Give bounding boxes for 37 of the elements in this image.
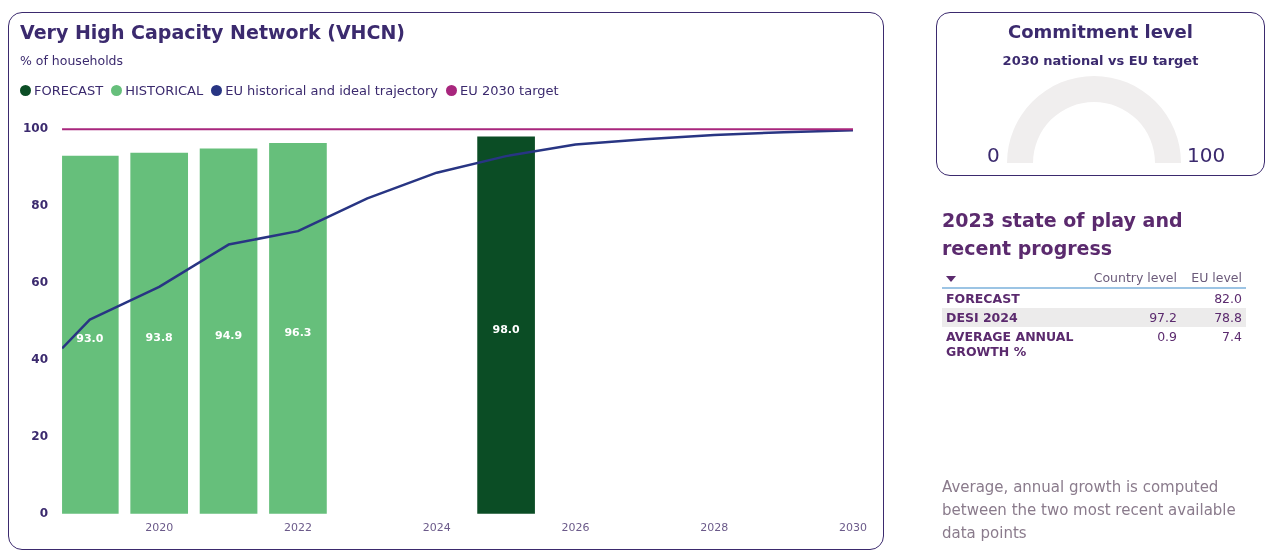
x-tick-label: EU level bbox=[1190, 269, 1243, 287]
y-tick-label: 0 bbox=[39, 505, 49, 520]
text: 100 bbox=[1187, 143, 1226, 167]
x-tick-label: 2020 bbox=[145, 521, 174, 535]
y-tick-label: AVERAGE ANNUAL GROWTH % bbox=[945, 328, 1075, 361]
data-label: 98.0 bbox=[492, 322, 521, 336]
x-tick-label: 2028 bbox=[700, 521, 729, 535]
data-label: 93.0 bbox=[76, 332, 104, 346]
data-label: 0.9 bbox=[1156, 328, 1178, 346]
text: Commitment level bbox=[1007, 21, 1194, 42]
y-tick-label: 60 bbox=[31, 275, 49, 290]
data-label: 94.9 bbox=[215, 328, 243, 342]
text: Average, annual growth is computed between the two most recent available data points bbox=[942, 477, 1237, 544]
x-tick-label: 2030 bbox=[839, 521, 867, 535]
data-label: 7.4 bbox=[1221, 328, 1243, 346]
data-label: 78.8 bbox=[1213, 309, 1243, 327]
data-label: 97.2 bbox=[1148, 309, 1178, 327]
legend-label: EU 2030 target bbox=[460, 83, 559, 98]
x-tick-label: Country level bbox=[1092, 269, 1178, 287]
legend-label: EU historical and ideal trajectory bbox=[225, 83, 439, 98]
x-tick-label: 2022 bbox=[283, 521, 312, 535]
y-tick-label: FORECAST bbox=[945, 290, 1021, 308]
y-tick-label: 40 bbox=[31, 352, 49, 367]
data-label: 96.3 bbox=[284, 326, 312, 340]
x-tick-label: 2024 bbox=[422, 521, 451, 535]
y-tick-label: 20 bbox=[31, 429, 49, 444]
text: 2030 national vs EU target bbox=[1001, 53, 1200, 68]
x-tick-label: 2026 bbox=[561, 521, 590, 535]
y-tick-label: 100 bbox=[22, 121, 49, 136]
y-tick-label: DESI 2024 bbox=[945, 309, 1019, 327]
chart-title: 2023 state of play and recent progress bbox=[942, 208, 1184, 261]
chart-title: Very High Capacity Network (VHCN) bbox=[20, 21, 406, 43]
data-label: 82.0 bbox=[1213, 290, 1243, 308]
legend-label: HISTORICAL bbox=[125, 83, 204, 98]
chart-subtitle: % of households bbox=[20, 53, 124, 68]
data-label: 93.8 bbox=[145, 330, 173, 344]
y-tick-label: 80 bbox=[31, 198, 49, 213]
